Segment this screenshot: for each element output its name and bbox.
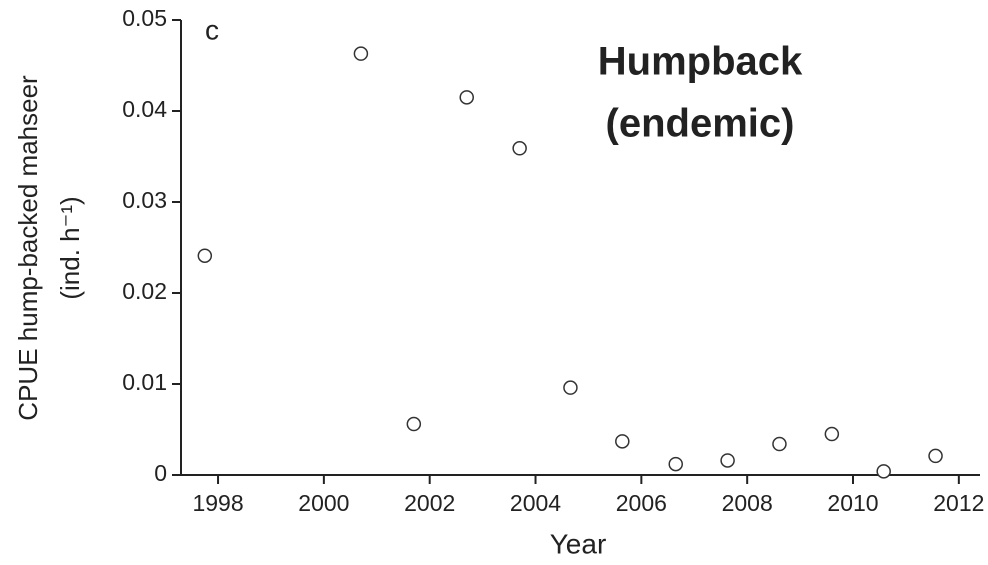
y-tick-label: 0.04 xyxy=(122,96,167,122)
y-tick-label: 0.01 xyxy=(122,369,167,395)
x-tick-label: 2008 xyxy=(722,490,773,516)
annotation: (endemic) xyxy=(606,102,795,146)
panel-label: c xyxy=(205,14,219,45)
point xyxy=(563,380,578,395)
point xyxy=(459,90,474,105)
point xyxy=(197,248,213,263)
point xyxy=(876,464,891,479)
y-tick-label: 0.02 xyxy=(122,278,167,304)
x-tick-label: 1998 xyxy=(192,490,243,516)
x-tick-label: 2010 xyxy=(827,490,878,516)
point xyxy=(720,453,735,468)
point xyxy=(772,436,787,452)
point xyxy=(824,426,840,442)
point xyxy=(512,141,527,156)
x-tick-label: 2004 xyxy=(510,490,561,516)
x-tick-label: 2012 xyxy=(933,490,984,516)
annotation: Humpback xyxy=(598,40,803,84)
y-axis-label: (ind. h⁻¹) xyxy=(55,196,85,299)
point xyxy=(615,434,630,449)
point xyxy=(668,456,683,472)
y-tick-label: 0.03 xyxy=(122,187,167,213)
y-tick-label: 0 xyxy=(154,460,167,486)
point xyxy=(406,416,422,432)
x-tick-label: 2006 xyxy=(616,490,667,516)
x-tick-label: 2000 xyxy=(298,490,349,516)
x-axis-label: Year xyxy=(550,528,607,559)
point xyxy=(928,448,943,464)
x-tick-label: 2002 xyxy=(404,490,455,516)
point xyxy=(353,46,369,61)
y-axis-label: CPUE hump-backed mahseer xyxy=(13,75,43,421)
y-tick-label: 0.05 xyxy=(122,5,167,31)
